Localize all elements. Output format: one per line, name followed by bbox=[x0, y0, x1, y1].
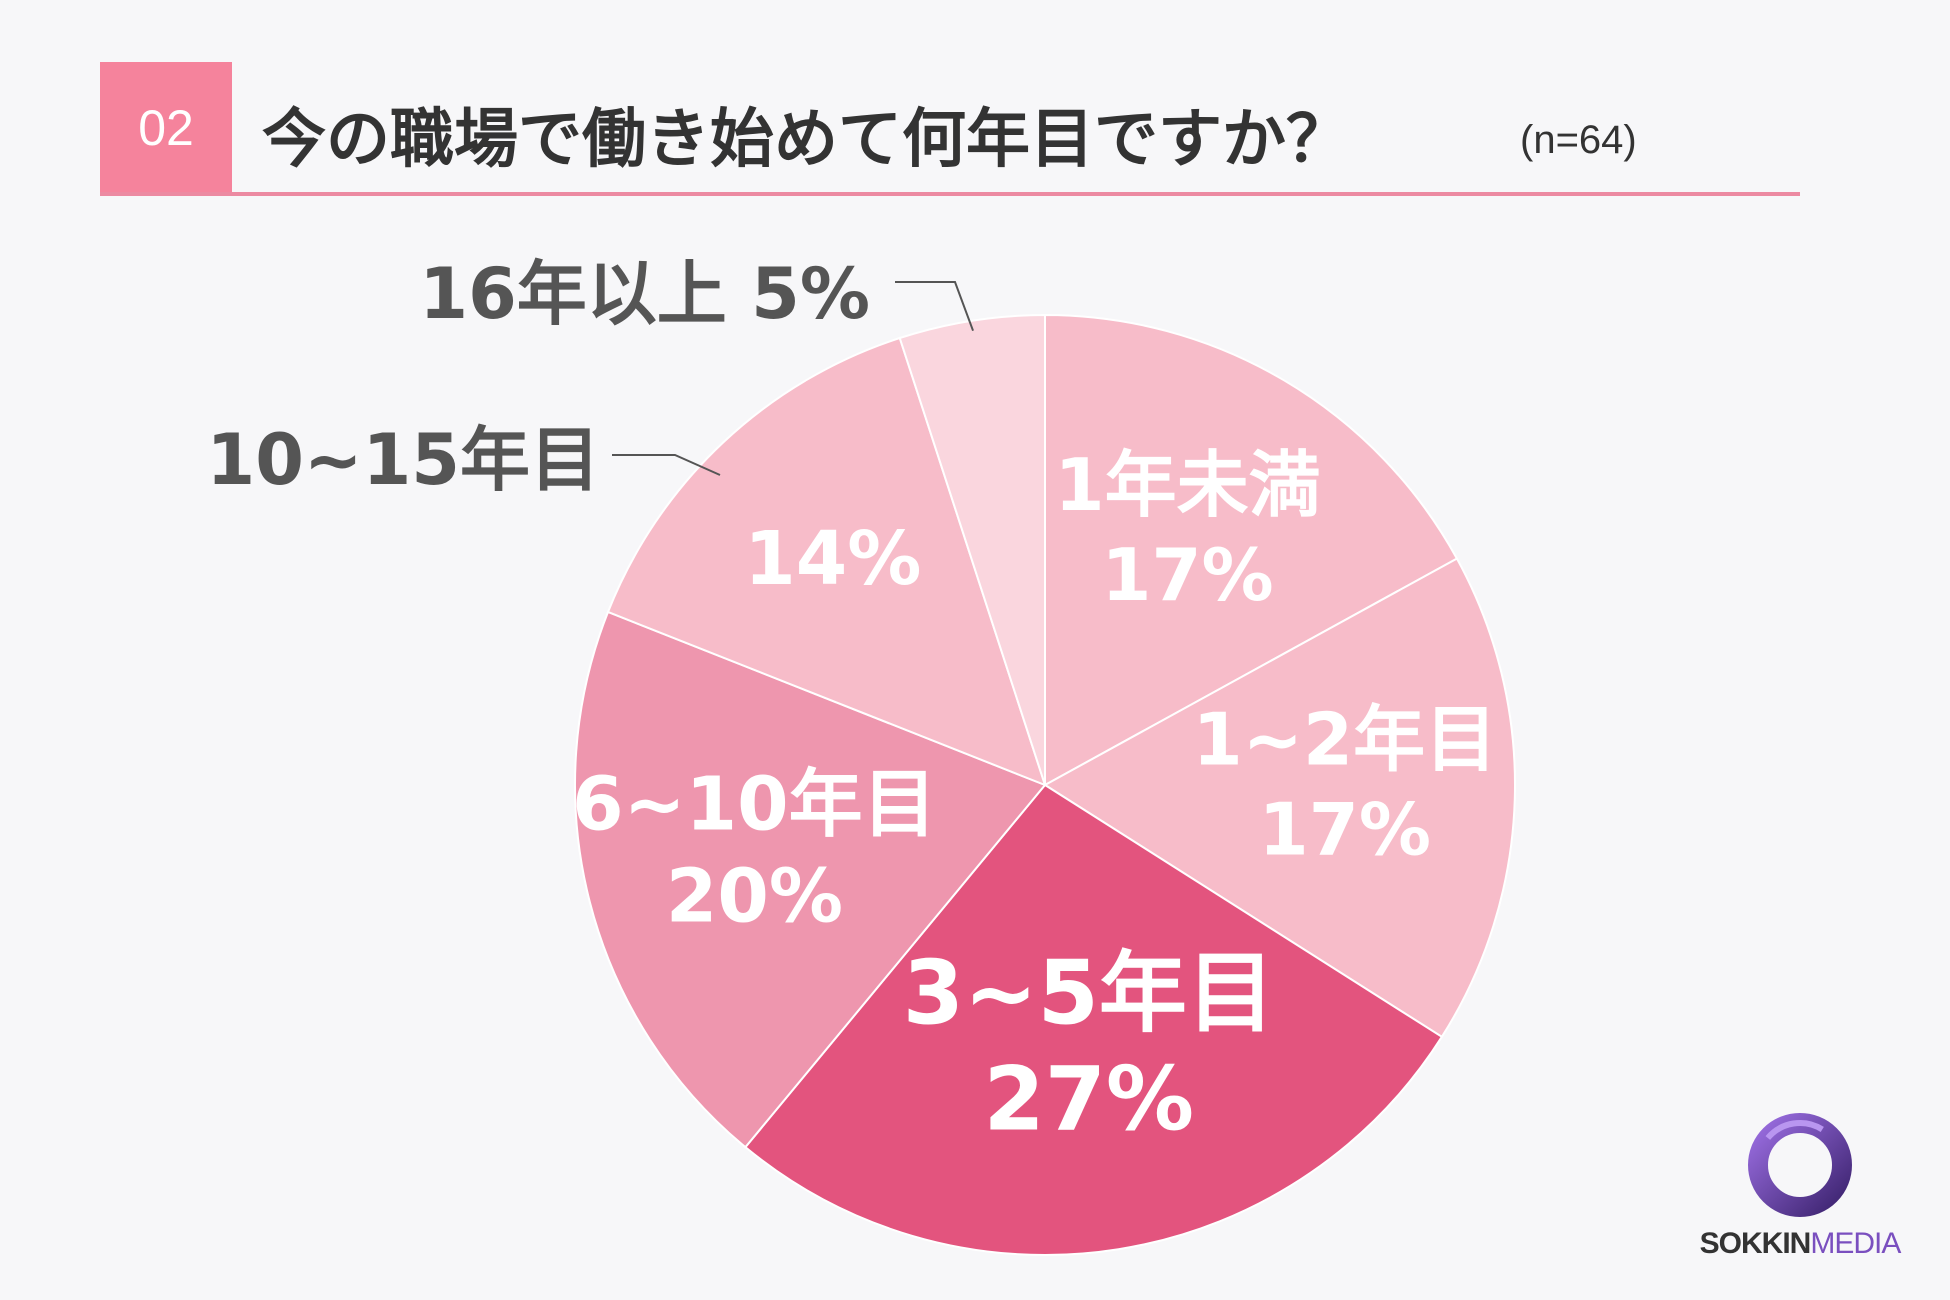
pie-slices bbox=[574, 313, 1516, 1256]
logo-text: SOKKINMEDIA bbox=[1690, 1227, 1910, 1261]
slice-value-label-4: 14% bbox=[744, 516, 921, 602]
outside-label-10-15: 10~15年目 bbox=[207, 419, 600, 501]
pie-slice-5 bbox=[898, 313, 1046, 786]
logo-text-light: MEDIA bbox=[1810, 1227, 1901, 1260]
slice-value-label-0: 17% bbox=[1101, 533, 1273, 617]
slice-category-label-2: 3~5年目 bbox=[903, 942, 1275, 1045]
pie-slice-1 bbox=[1043, 557, 1516, 1039]
logo-ring-icon bbox=[1748, 1113, 1852, 1217]
leader-lines bbox=[612, 281, 974, 476]
slice-value-label-1: 17% bbox=[1259, 787, 1431, 871]
header: 02 今の職場で働き始めて何年目ですか？ (n=64) bbox=[0, 0, 1950, 200]
slice-category-label-0: 1年未満 bbox=[1054, 443, 1320, 527]
slice-labels: 1年未満17%1~2年目17%3~5年目27%6~10年目20%14%16年以上… bbox=[207, 253, 1498, 1151]
slice-category-label-1: 1~2年目 bbox=[1193, 697, 1498, 781]
sample-size: (n=64) bbox=[1520, 118, 1637, 162]
slice-value-label-3: 20% bbox=[666, 854, 843, 940]
logo-text-bold: SOKKIN bbox=[1699, 1227, 1812, 1260]
header-divider bbox=[100, 192, 1800, 196]
chart-title: 今の職場で働き始めて何年目ですか？ bbox=[262, 103, 1350, 177]
pie-slice-0 bbox=[1044, 313, 1459, 787]
pie-slice-3 bbox=[574, 610, 1047, 1149]
slice-category-label-3: 6~10年目 bbox=[572, 762, 936, 848]
leader-line-10-15 bbox=[612, 454, 721, 476]
outside-label-16-plus: 16年以上 5% bbox=[419, 253, 870, 335]
slice-value-label-2: 27% bbox=[983, 1048, 1194, 1151]
pie-slice-2 bbox=[744, 783, 1444, 1256]
question-number-badge: 02 bbox=[100, 62, 232, 194]
brand-logo: SOKKINMEDIA bbox=[1690, 1105, 1910, 1265]
leader-line-16-plus bbox=[895, 281, 974, 332]
